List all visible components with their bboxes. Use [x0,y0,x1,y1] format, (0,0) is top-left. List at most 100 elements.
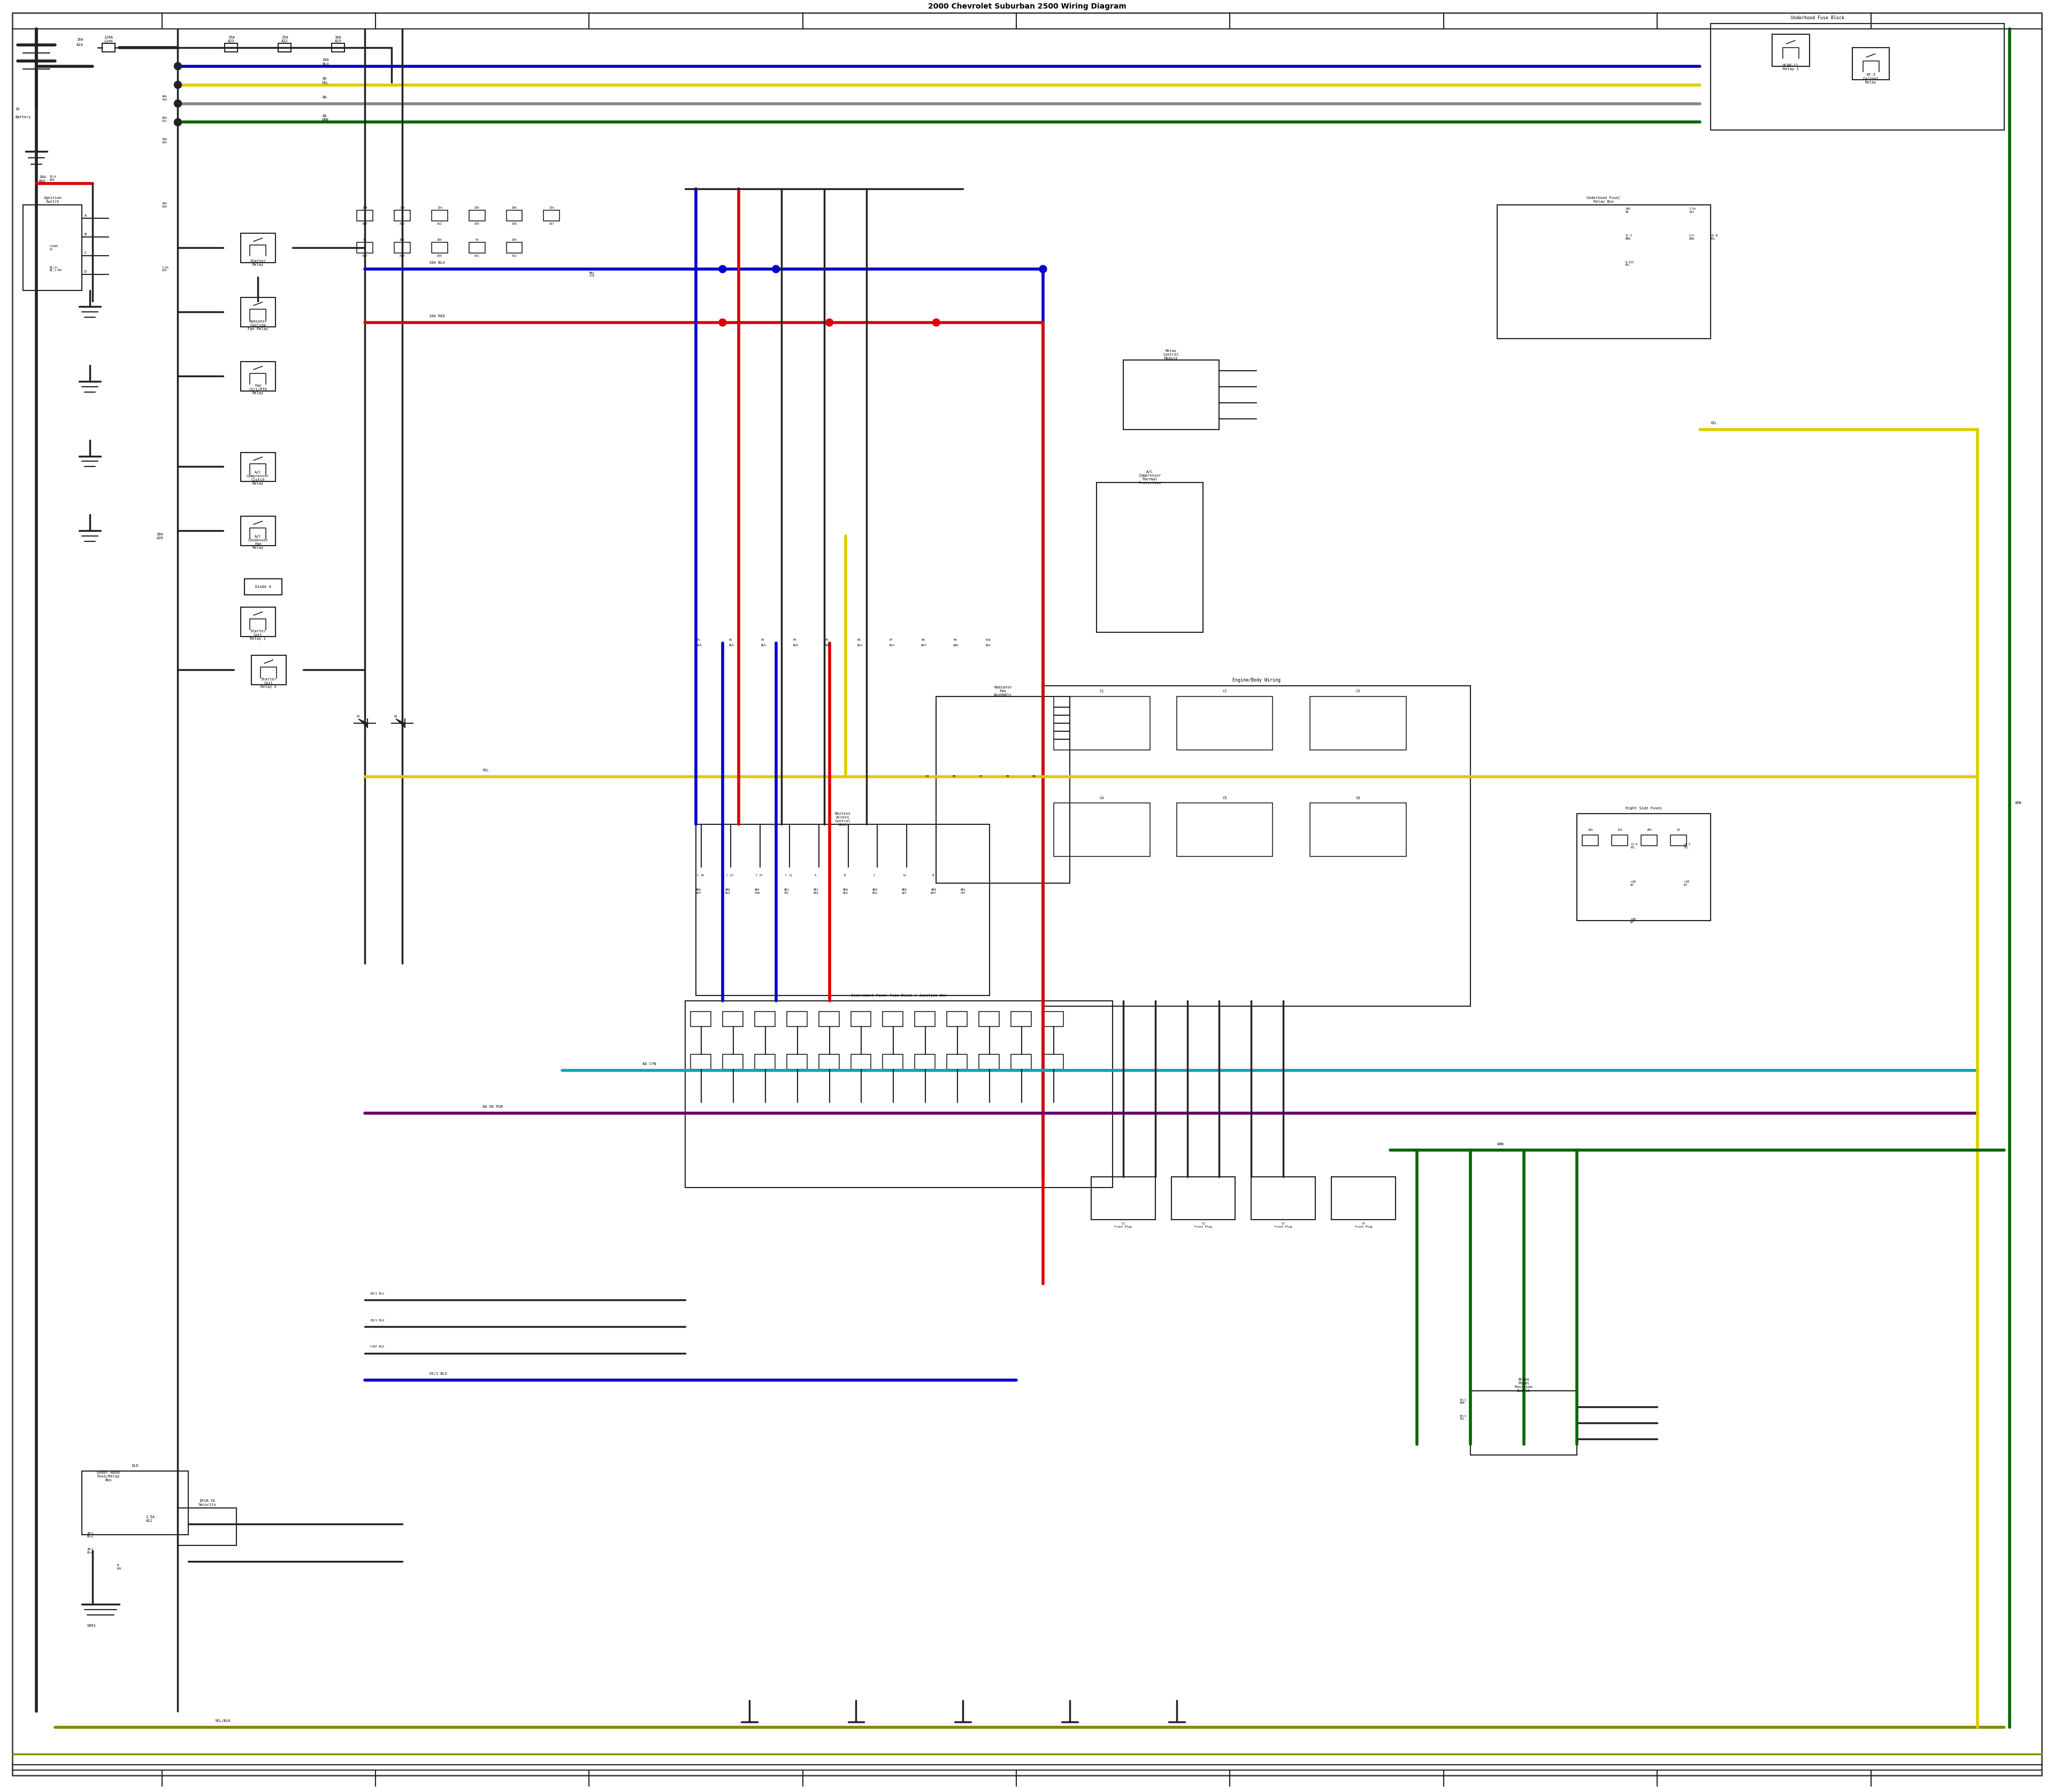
Text: A27: A27 [548,222,555,226]
Text: P8: P8 [922,640,924,642]
Text: C4
Front Plug: C4 Front Plug [1356,1222,1372,1228]
Text: YEL: YEL [1711,421,1717,425]
Text: 60A
A27: 60A A27 [162,116,166,122]
Bar [1310,803,1407,857]
Text: P2: P2 [729,640,733,642]
Bar [244,579,281,595]
Text: 0.325
YEL: 0.325 YEL [1625,262,1633,267]
Circle shape [719,265,727,272]
Bar [468,242,485,253]
Bar [431,242,448,253]
Text: A32: A32 [511,254,518,256]
Text: 15A: 15A [401,206,405,210]
Text: 8A: 8A [322,77,327,81]
Bar [980,1011,998,1027]
Bar [240,607,275,636]
Text: BLK: BLK [729,645,733,647]
Bar [850,1011,871,1027]
Text: 8R8
BLK: 8R8 BLK [842,889,848,894]
Text: 8R8
GRY: 8R8 GRY [902,889,906,894]
Bar [1177,803,1273,857]
Text: P5: P5 [826,640,828,642]
Text: Relay
Control
Module: Relay Control Module [1163,349,1179,360]
Text: IE/1
YEL: IE/1 YEL [1460,1414,1467,1421]
Text: 2B/1
BL+S: 2B/1 BL+S [86,1548,94,1554]
Text: GRN: GRN [953,645,959,647]
Bar [723,1011,744,1027]
Text: 1.5A
A11: 1.5A A11 [146,1516,154,1523]
Text: Starter
Coil
Relay 2: Starter Coil Relay 2 [261,677,277,688]
Text: Keyless
Access
Control
Unit: Keyless Access Control Unit [834,812,850,826]
Text: 20A: 20A [1647,828,1651,831]
Text: C3: C3 [1356,690,1360,694]
Text: 15A
A23: 15A A23 [228,36,234,43]
Circle shape [933,319,941,326]
Text: A24: A24 [362,222,368,226]
Text: 8R4
CRN: 8R4 CRN [754,889,760,894]
Text: 8R1
RED: 8R1 RED [813,889,820,894]
Text: RT-5
Current
Relay: RT-5 Current Relay [1863,73,1879,84]
Text: A26: A26 [511,222,518,226]
Bar [1670,835,1686,846]
Bar [251,656,286,685]
Text: 15A: 15A [438,206,442,210]
Bar [787,1011,807,1027]
Text: P1: P1 [696,640,700,642]
Bar [914,1054,935,1070]
Text: IE/1 BLU: IE/1 BLU [429,1373,448,1374]
Bar [394,210,411,220]
Text: D: D [84,271,86,274]
Bar [1251,1177,1315,1220]
Text: BL(J)
BL.J-MH: BL(J) BL.J-MH [49,267,62,272]
Text: P8: P8 [1006,776,1009,778]
Text: D3: D3 [357,715,359,719]
Text: Diode 4: Diode 4 [255,586,271,588]
Bar [883,1011,904,1027]
Text: LAB
WT: LAB WT [1631,918,1635,923]
Text: Starter
Relay: Starter Relay [251,260,265,267]
Bar [277,43,292,52]
Text: LAB
WT: LAB WT [1684,880,1688,887]
Bar [690,1054,711,1070]
Text: C1
Front Plug: C1 Front Plug [1115,1222,1132,1228]
Text: 8A: 8A [322,95,327,99]
Bar [394,242,411,253]
Text: LAB
WT: LAB WT [1631,880,1635,887]
Text: C2
Front Plug: C2 Front Plug [1195,1222,1212,1228]
Text: 15A: 15A [548,206,555,210]
Text: 3C
24V: 3C 24V [117,1564,121,1570]
Text: P9: P9 [1033,776,1035,778]
Text: 8R8
BLU: 8R8 BLU [725,889,731,894]
Text: 8R6
WHT: 8R6 WHT [696,889,700,894]
Text: 30A: 30A [401,238,405,242]
Text: P9: P9 [953,640,957,642]
Bar [850,1054,871,1070]
Bar [357,242,372,253]
Text: P6: P6 [857,640,861,642]
Text: 10A: 10A [474,206,479,210]
Text: 5A: 5A [474,238,479,242]
Text: 5A: 5A [364,238,366,242]
Circle shape [772,265,781,272]
Text: B: B [84,233,86,237]
Bar [1043,686,1471,1005]
Text: 8A CYN: 8A CYN [643,1063,655,1066]
Text: 20A
A26: 20A A26 [162,202,166,208]
Text: WHT: WHT [922,645,926,647]
Circle shape [175,118,181,125]
Text: BLK: BLK [762,645,766,647]
Text: GRN: GRN [1497,1142,1504,1145]
Text: 8A DK PUR: 8A DK PUR [483,1106,503,1107]
Text: 8R8
WHT: 8R8 WHT [930,889,937,894]
Text: C: C [84,251,86,254]
Text: GRN: GRN [2015,801,2021,805]
Bar [103,43,115,52]
Text: ELD: ELD [131,1464,138,1468]
Bar [947,1054,967,1070]
Text: BLU: BLU [889,645,893,647]
Text: IPCM-70
Security: IPCM-70 Security [197,1500,216,1507]
Text: BLK: BLK [696,645,702,647]
Text: 8A: 8A [322,115,327,118]
Bar [431,210,448,220]
Text: C2-5
YEL: C2-5 YEL [1684,842,1690,849]
